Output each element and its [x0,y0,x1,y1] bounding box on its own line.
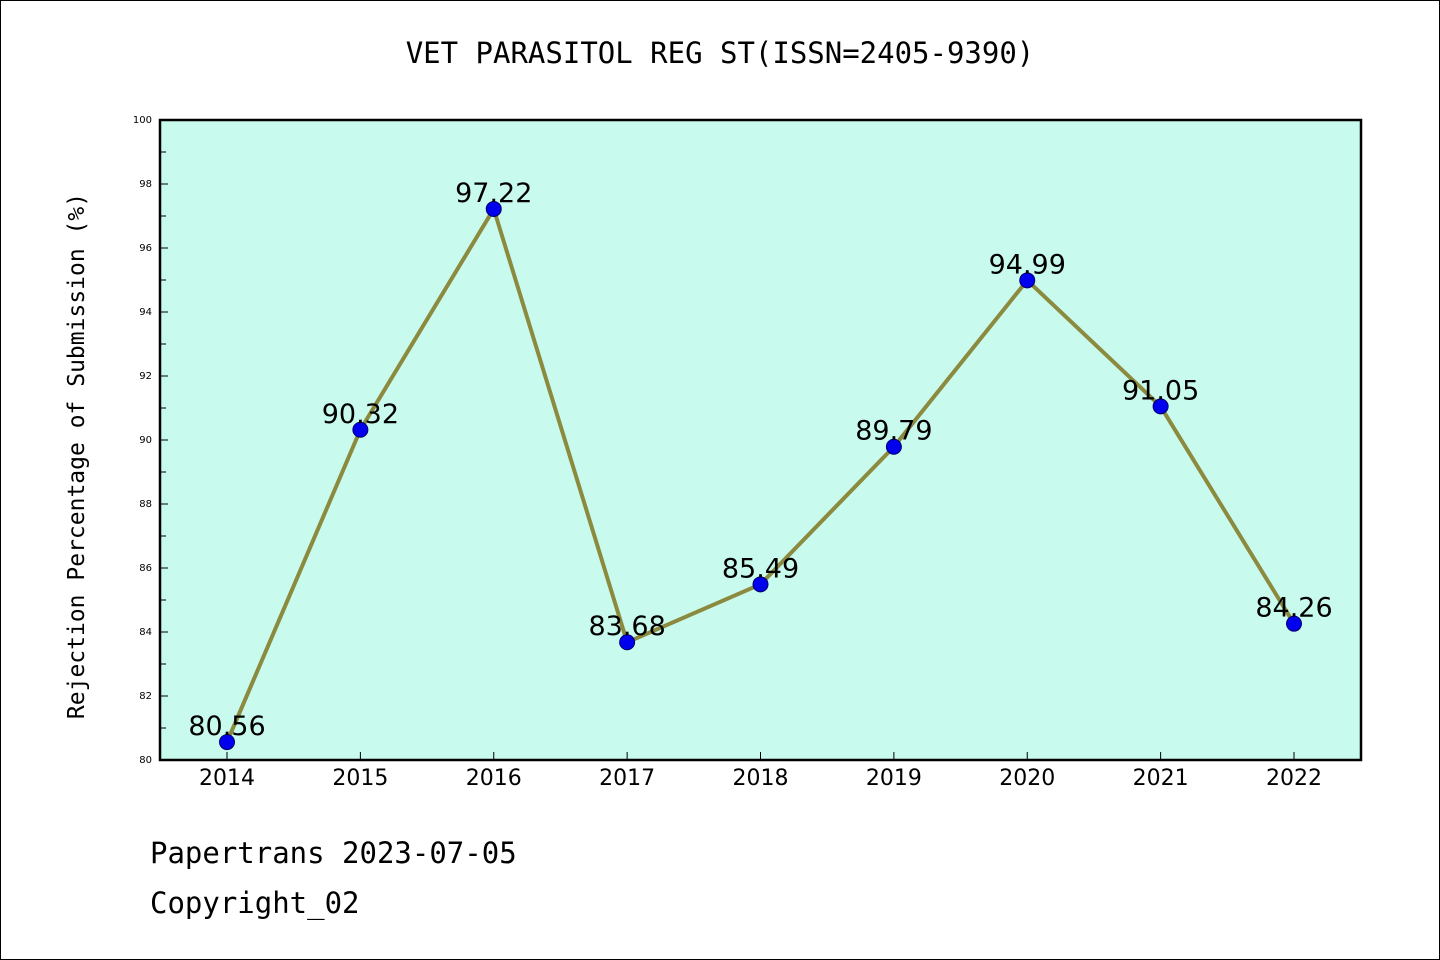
x-tick-label: 2021 [1133,766,1189,791]
x-tick-label: 2020 [999,766,1055,791]
y-tick-label: 86 [139,563,152,574]
data-point [885,438,902,455]
data-point [752,576,769,593]
y-tick-label: 80 [139,755,152,766]
data-label: 84.26 [1255,593,1332,624]
y-tick-label: 96 [139,243,152,254]
data-label: 83.68 [588,611,665,642]
data-label: 97.22 [455,178,532,209]
data-label: 89.79 [855,416,932,447]
data-label: 94.99 [989,249,1066,280]
data-point [485,200,502,217]
x-tick-label: 2015 [332,766,388,791]
x-tick-label: 2018 [733,766,789,791]
y-tick-label: 88 [139,499,152,510]
data-point [219,734,235,751]
data-label: 91.05 [1122,375,1199,406]
plot-border [158,118,1363,762]
data-label: 90.32 [322,399,399,430]
x-tick-label: 2017 [599,766,655,791]
y-tick-label: 100 [133,115,152,126]
data-label: 80.56 [188,711,265,742]
x-tick-label: 2014 [199,766,255,791]
x-tick-label: 2022 [1266,766,1322,791]
x-axis-ticks: 2014 2015 2016 2017 2018 2019 2020 2021 2022 [199,752,1322,791]
y-tick-label: 94 [139,307,152,318]
chart-title: VET PARASITOL REG ST(ISSN=2405-9390) [405,36,1035,70]
y-tick-label: 82 [139,691,152,702]
data-point [1152,398,1169,415]
footer-date: Papertrans 2023-07-05 [150,836,517,870]
x-tick-label: 2016 [466,766,522,791]
y-tick-label: 84 [139,627,152,638]
footer-copyright: Copyright_02 [150,886,360,920]
data-point [619,634,636,651]
y-tick-label: 92 [139,371,152,382]
data-label: 85.49 [722,553,799,584]
data-point [1019,272,1036,289]
plot-area [160,120,1361,760]
y-tick-label: 98 [139,179,152,190]
series-group: 80.56 90.32 97.22 83.68 85.49 89.79 94.99 91.05… [188,178,1333,751]
data-point [352,421,369,438]
y-tick-label: 90 [139,435,152,446]
data-point [1286,615,1302,632]
x-tick-label: 2019 [866,766,922,791]
